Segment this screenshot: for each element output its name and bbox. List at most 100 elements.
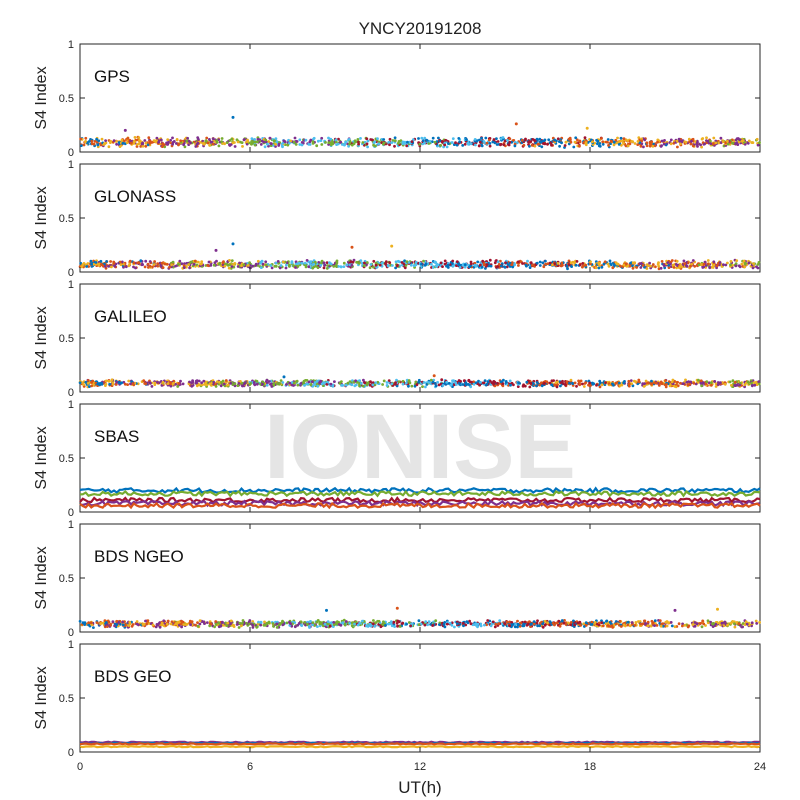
data-point <box>427 620 431 623</box>
data-point <box>709 139 712 143</box>
data-point <box>200 260 204 264</box>
data-point <box>81 621 85 625</box>
data-point <box>526 622 530 626</box>
data-point <box>703 142 706 146</box>
data-point <box>496 260 500 264</box>
data-point <box>84 136 88 140</box>
data-point <box>751 266 755 270</box>
data-point <box>117 141 121 144</box>
data-point <box>427 142 431 145</box>
data-point <box>366 145 369 149</box>
data-point <box>440 140 444 144</box>
data-point <box>192 263 196 266</box>
data-point <box>300 261 304 265</box>
data-point <box>591 381 594 385</box>
data-point <box>535 384 538 388</box>
data-point <box>298 143 302 146</box>
data-point <box>393 625 396 628</box>
data-point <box>350 143 354 147</box>
data-point <box>303 621 306 624</box>
data-point <box>467 383 470 386</box>
panel-label: BDS GEO <box>94 667 171 686</box>
data-point <box>156 262 160 265</box>
data-point <box>486 619 490 622</box>
data-point <box>637 136 641 140</box>
data-point <box>197 260 200 264</box>
data-point <box>491 140 495 144</box>
data-point <box>610 140 613 143</box>
data-point <box>362 378 365 382</box>
data-point <box>148 141 152 145</box>
data-point <box>724 263 728 267</box>
data-point <box>169 622 173 626</box>
data-point <box>443 259 447 263</box>
data-point <box>358 384 361 388</box>
data-point <box>560 622 563 626</box>
data-point <box>325 382 329 386</box>
data-point <box>669 262 672 266</box>
data-point <box>719 136 723 140</box>
data-point <box>99 622 102 626</box>
y-tick-label: 0.5 <box>59 333 74 345</box>
data-point <box>329 262 333 266</box>
data-point <box>757 261 761 264</box>
data-point <box>177 262 180 266</box>
data-point <box>716 607 719 611</box>
data-point <box>195 384 199 388</box>
data-point <box>186 136 190 140</box>
data-point <box>189 623 193 627</box>
data-point <box>630 140 633 143</box>
data-point <box>137 136 141 140</box>
y-axis-label: S4 Index <box>33 546 50 609</box>
data-point <box>538 260 542 264</box>
data-point <box>166 138 170 142</box>
data-point <box>139 259 143 263</box>
data-point <box>640 139 644 143</box>
data-point <box>81 263 85 266</box>
data-point <box>538 383 542 387</box>
data-point <box>206 141 210 145</box>
data-point <box>90 384 93 388</box>
data-point <box>469 262 473 266</box>
data-point <box>115 380 119 384</box>
data-point <box>231 141 235 145</box>
y-tick-label: 0.5 <box>59 213 74 225</box>
data-point <box>540 381 543 385</box>
data-point <box>628 624 632 628</box>
data-point <box>595 383 598 387</box>
data-point <box>377 142 381 146</box>
data-point <box>104 621 108 624</box>
panel-gps: 0 0.5 1 S4 Index GPS <box>33 39 761 159</box>
data-point <box>756 143 760 147</box>
data-point <box>508 140 512 144</box>
data-point <box>456 622 459 626</box>
data-point <box>461 621 465 625</box>
data-point <box>522 143 526 147</box>
data-point <box>737 622 741 626</box>
data-point <box>665 383 668 386</box>
data-point <box>267 380 271 383</box>
data-point <box>629 261 632 265</box>
data-point <box>148 260 152 263</box>
data-point <box>457 263 461 267</box>
data-point <box>675 139 679 143</box>
data-point <box>541 625 545 629</box>
data-point <box>712 260 716 264</box>
data-point <box>393 139 397 143</box>
data-point <box>292 384 295 387</box>
data-point <box>660 139 664 143</box>
data-point <box>282 139 286 143</box>
data-point <box>356 138 360 141</box>
data-point <box>274 137 278 141</box>
data-point <box>435 140 439 143</box>
data-point <box>298 138 302 142</box>
data-point <box>86 262 90 265</box>
data-point <box>659 380 663 384</box>
data-point <box>658 619 662 623</box>
data-point <box>121 623 125 627</box>
data-point <box>394 266 397 270</box>
data-point <box>542 139 546 143</box>
data-point <box>288 263 291 267</box>
data-point <box>319 263 323 267</box>
data-point <box>190 384 194 388</box>
